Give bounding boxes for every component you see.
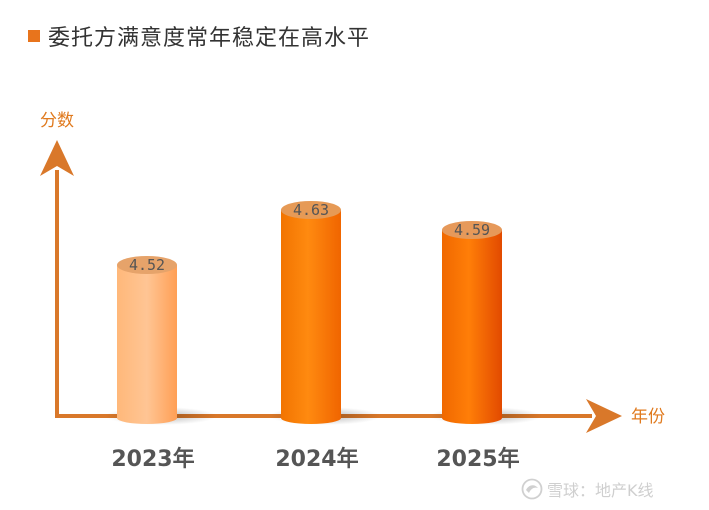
watermark-text: 雪球：地产K线 (547, 481, 654, 500)
bar-2023年 (117, 265, 177, 424)
bar-2025年 (442, 230, 502, 424)
snowball-logo-icon (521, 478, 543, 500)
x-tick-label: 2025年 (436, 446, 519, 472)
x-tick-label: 2024年 (275, 446, 358, 472)
chart-title: 委托方满意度常年稳定在高水平 (48, 26, 371, 51)
y-axis-arrow (40, 140, 74, 176)
bar-top-cap (442, 221, 502, 239)
watermark: 雪球：地产K线 (521, 478, 654, 500)
data-label: 4.52 (129, 256, 165, 274)
x-tick-label: 2023年 (111, 446, 194, 472)
x-axis-arrow (586, 399, 622, 433)
data-label: 4.59 (454, 221, 490, 239)
bar-top-cap (117, 256, 177, 274)
data-label: 4.63 (293, 201, 329, 219)
bar-top-cap (281, 201, 341, 219)
y-axis-label: 分数 (40, 111, 74, 131)
bar-2024年 (281, 210, 341, 424)
x-axis-label: 年份 (631, 407, 665, 427)
chart-title-group: 委托方满意度常年稳定在高水平 (28, 22, 371, 51)
title-square-marker (28, 30, 40, 42)
